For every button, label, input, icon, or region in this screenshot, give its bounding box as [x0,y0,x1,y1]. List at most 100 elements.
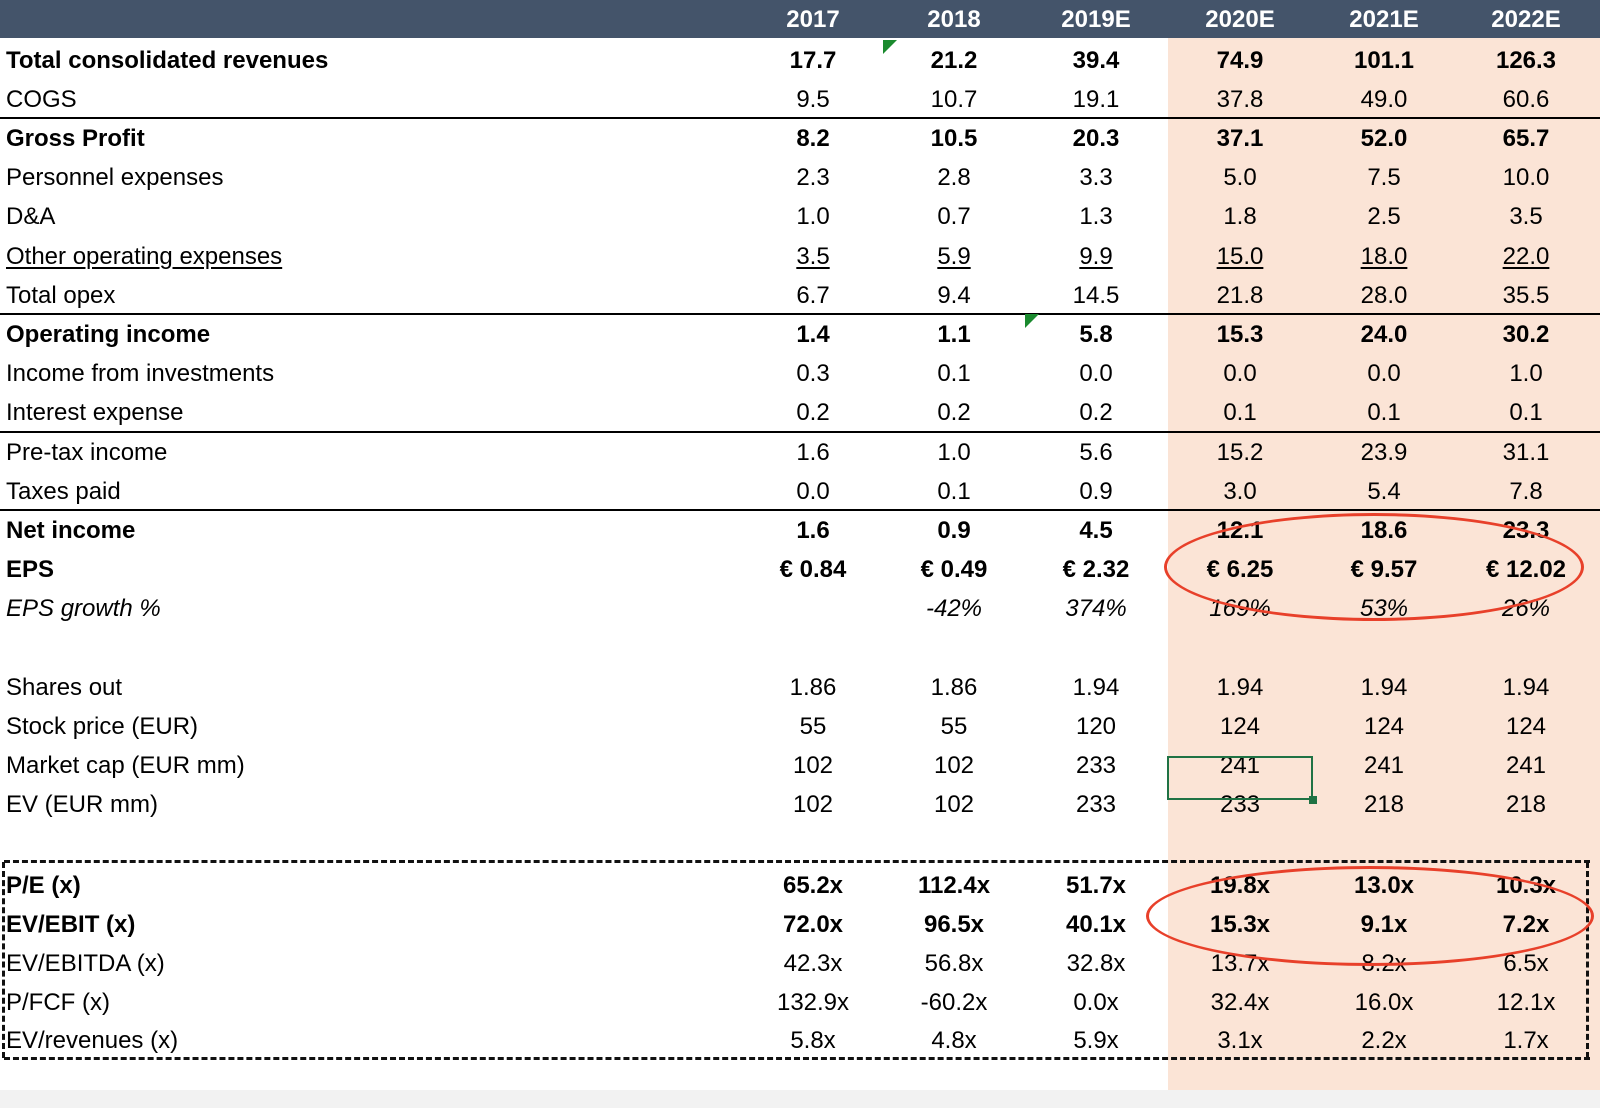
cell[interactable]: 60.6 [1502,86,1550,113]
cell[interactable]: 21.8 [1216,282,1264,309]
cell[interactable]: 3.3 [1079,164,1113,191]
cell[interactable]: 12.1x [1496,989,1556,1016]
row-p-fcf[interactable]: P/FCF (x) 132.9x -60.2x 0.0x 32.4x 16.0x… [0,982,1600,1021]
cell[interactable]: 15.2 [1216,439,1264,466]
cell[interactable]: 0.1 [1367,399,1401,426]
cell[interactable]: 5.4 [1367,478,1401,505]
cell[interactable]: 1.1 [937,321,971,348]
row-interest-expense[interactable]: Interest expense 0.2 0.2 0.2 0.1 0.1 0.1 [0,392,1600,431]
cell[interactable]: 0.0 [1079,360,1113,387]
cell[interactable]: 23.9 [1360,439,1408,466]
cell[interactable]: 9.9 [1079,243,1113,270]
cell[interactable]: 10.0 [1502,164,1550,191]
cell[interactable]: 51.7x [1065,872,1127,899]
cell[interactable]: 10.5 [930,125,978,152]
cell[interactable]: 0.1 [1223,399,1257,426]
cell[interactable]: 1.0 [1509,360,1543,387]
cell[interactable]: -42% [925,595,983,622]
cell[interactable]: 32.8x [1066,950,1126,977]
cell[interactable]: 9.5 [796,86,830,113]
cell[interactable]: 9.4 [937,282,971,309]
cell[interactable]: 241 [1505,752,1547,779]
row-market-cap[interactable]: Market cap (EUR mm) 102 102 233 241 241 … [0,745,1600,784]
cell[interactable]: 35.5 [1502,282,1550,309]
row-ev-revenues[interactable]: EV/revenues (x) 5.8x 4.8x 5.9x 3.1x 2.2x… [0,1020,1600,1059]
cell[interactable]: 1.0 [937,439,971,466]
row-ev[interactable]: EV (EUR mm) 102 102 233 233 218 218 [0,784,1600,823]
row-personnel-expenses[interactable]: Personnel expenses 2.3 2.8 3.3 5.0 7.5 1… [0,157,1600,196]
cell[interactable]: 0.3 [796,360,830,387]
cell[interactable]: 1.86 [930,674,978,701]
cell[interactable]: 1.3 [1079,203,1113,230]
cell[interactable]: 56.8x [924,950,984,977]
cell[interactable]: 49.0 [1360,86,1408,113]
cell[interactable]: 0.0x [1073,989,1119,1016]
cell[interactable] [743,588,883,627]
cell[interactable]: 0.9 [937,517,971,544]
cell[interactable]: 112.4x [917,872,991,899]
cell[interactable]: 17.7 [789,47,837,74]
cell[interactable]: 3.5 [796,243,830,270]
cell[interactable]: 1.0 [796,203,830,230]
row-cogs[interactable]: COGS 9.5 10.7 19.1 37.8 49.0 60.6 [0,79,1600,118]
cell[interactable]: 6.7 [796,282,830,309]
cell[interactable]: 0.1 [937,478,971,505]
cell[interactable]: 20.3 [1072,125,1120,152]
row-total-opex[interactable]: Total opex 6.7 9.4 14.5 21.8 28.0 35.5 [0,275,1600,314]
cell[interactable]: 120 [1075,713,1117,740]
year-header-2022e[interactable]: 2022E [1491,6,1561,33]
cell[interactable]: 0.9 [1079,478,1113,505]
cell[interactable]: 28.0 [1360,282,1408,309]
row-operating-income[interactable]: Operating income 1.4 1.1 5.8 15.3 24.0 3… [0,314,1600,353]
row-pre-tax-income[interactable]: Pre-tax income 1.6 1.0 5.6 15.2 23.9 31.… [0,432,1600,471]
cell[interactable]: 2.3 [796,164,830,191]
cell[interactable]: 39.4 [1072,47,1120,74]
cell[interactable]: 15.3 [1216,321,1264,348]
cell[interactable]: 1.94 [1502,674,1550,701]
cell[interactable]: 96.5x [923,911,985,938]
cell[interactable]: 55 [799,713,827,740]
cell[interactable]: 24.0 [1360,321,1408,348]
cell[interactable]: 22.0 [1502,243,1550,270]
cell[interactable]: 18.0 [1360,243,1408,270]
row-shares-out[interactable]: Shares out 1.86 1.86 1.94 1.94 1.94 1.94 [0,667,1600,706]
cell[interactable]: 31.1 [1502,439,1550,466]
cell[interactable]: 7.8 [1509,478,1543,505]
cell[interactable]: 3.1x [1217,1027,1263,1054]
year-header-2018[interactable]: 2018 [927,6,981,33]
year-header-2017[interactable]: 2017 [786,6,840,33]
cell[interactable]: 1.86 [789,674,837,701]
cell[interactable]: 14.5 [1072,282,1120,309]
cell[interactable]: 65.2x [782,872,844,899]
cell[interactable]: 55 [940,713,968,740]
cell[interactable]: 3.0 [1223,478,1257,505]
cell[interactable]: € 2.32 [1062,556,1130,583]
cell[interactable]: 16.0x [1354,989,1414,1016]
cell[interactable]: 4.5 [1079,517,1113,544]
cell[interactable]: 102 [792,791,834,818]
year-header-2019e[interactable]: 2019E [1061,6,1131,33]
cell[interactable]: 0.2 [796,399,830,426]
cell[interactable]: 10.7 [930,86,978,113]
cell[interactable]: 233 [1219,791,1261,818]
cell[interactable]: 0.2 [937,399,971,426]
year-header-2020e[interactable]: 2020E [1205,6,1275,33]
cell[interactable]: 5.9 [937,243,971,270]
cell[interactable]: 52.0 [1360,125,1408,152]
cell[interactable]: 0.1 [1509,399,1543,426]
cell[interactable]: 37.8 [1216,86,1264,113]
cell[interactable]: 132.9x [776,989,850,1016]
cell[interactable]: 5.8x [790,1027,836,1054]
cell[interactable]: 218 [1505,791,1547,818]
cell[interactable]: 0.0 [1223,360,1257,387]
cell[interactable]: 32.4x [1210,989,1270,1016]
cell[interactable]: € 0.49 [920,556,988,583]
row-d-and-a[interactable]: D&A 1.0 0.7 1.3 1.8 2.5 3.5 [0,196,1600,235]
fill-handle[interactable] [1309,796,1317,804]
cell[interactable]: 124 [1505,713,1547,740]
cell[interactable]: 101.1 [1353,47,1415,74]
cell[interactable]: 374% [1065,595,1127,622]
cell[interactable]: 233 [1075,791,1117,818]
cell[interactable]: 2.8 [937,164,971,191]
row-taxes-paid[interactable]: Taxes paid 0.0 0.1 0.9 3.0 5.4 7.8 [0,471,1600,510]
